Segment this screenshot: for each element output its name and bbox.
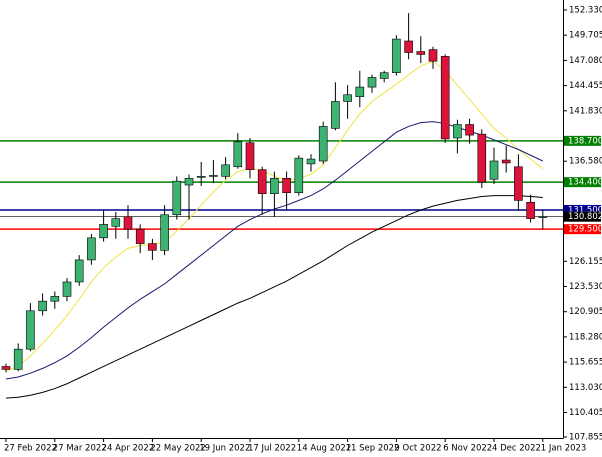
candle-body — [257, 169, 267, 194]
candle-body — [148, 243, 157, 251]
y-tick-label: 141.830 — [569, 106, 602, 116]
x-tick-label: 19 Jun 2022 — [199, 444, 250, 454]
candle-body — [87, 237, 96, 261]
y-tick-label: 120.905 — [569, 307, 602, 317]
candle-body — [270, 177, 279, 194]
candle-body — [172, 180, 182, 216]
candle-body — [526, 201, 535, 219]
candle-body — [99, 224, 108, 239]
candle-body — [123, 216, 133, 230]
x-tick-label: 6 Nov 2022 — [443, 444, 492, 454]
x-tick-label: 1 Jan 2023 — [541, 444, 587, 454]
candle-body — [538, 216, 548, 218]
candle-body — [343, 94, 352, 102]
candle-body — [501, 159, 511, 164]
candle-body — [50, 296, 60, 302]
level-label-bg — [564, 135, 601, 146]
x-tick-label: 14 Aug 2022 — [297, 444, 351, 454]
level-label: 138.700 — [568, 136, 602, 146]
candle-body — [453, 124, 462, 139]
candle-body — [294, 157, 304, 193]
level-label-bg — [564, 224, 601, 235]
candle-body — [184, 177, 194, 186]
x-tick-label: 27 Feb 2022 — [4, 444, 57, 454]
candle-body — [404, 40, 413, 53]
candle-body — [416, 51, 426, 55]
candle-body — [233, 141, 243, 168]
x-tick-label: 24 Apr 2022 — [102, 444, 155, 454]
candle-body — [318, 126, 328, 162]
candle-body — [355, 86, 365, 97]
x-tick-label: 22 May 2022 — [150, 444, 205, 454]
ma-line — [5, 121, 544, 380]
y-tick-label: 152.330 — [569, 5, 602, 15]
level-label-bg — [564, 204, 601, 215]
y-tick-label: 107.855 — [569, 432, 602, 442]
y-tick-label: 126.155 — [569, 257, 602, 267]
y-tick-label: 144.455 — [569, 81, 602, 91]
level-label-bg — [564, 177, 601, 188]
candle-body — [367, 77, 377, 88]
y-tick-label: 115.655 — [569, 358, 602, 368]
y-tick-label: 118.280 — [569, 332, 602, 342]
candle-body — [440, 56, 450, 140]
candle-body — [282, 177, 291, 193]
candle-body — [160, 214, 169, 251]
candle-body — [209, 175, 218, 177]
y-tick-label: 136.580 — [569, 157, 602, 167]
candle-body — [514, 166, 523, 201]
x-tick-label: 4 Dec 2022 — [492, 444, 541, 454]
y-tick-label: 123.530 — [569, 282, 602, 292]
x-tick-label: 9 Oct 2022 — [394, 444, 441, 454]
candle-body — [38, 300, 47, 312]
x-tick-label: 27 Mar 2022 — [53, 444, 107, 454]
candle-body — [245, 142, 255, 170]
x-tick-label: 11 Sep 2022 — [346, 444, 400, 454]
candle-body — [306, 158, 316, 165]
candle-body — [465, 124, 474, 136]
ma-line — [5, 195, 543, 399]
y-tick-label: 110.405 — [569, 408, 602, 418]
candle-body — [196, 176, 206, 178]
x-tick-label: 17 Jul 2022 — [248, 444, 296, 454]
candle-body — [379, 72, 389, 79]
candle-body — [135, 228, 145, 244]
candle-body — [331, 101, 340, 129]
candle-body — [13, 348, 23, 370]
level-label: 130.802 — [568, 212, 602, 222]
candle-body — [62, 281, 72, 297]
candle-body — [428, 49, 438, 62]
y-tick-label: 113.030 — [569, 383, 602, 393]
candle-body — [26, 310, 35, 350]
level-label: 129.500 — [568, 225, 602, 235]
candle-body — [221, 164, 230, 177]
candle-body — [489, 160, 499, 180]
level-label-bg — [564, 211, 601, 222]
candle-body — [477, 133, 487, 183]
level-label: 134.400 — [568, 178, 602, 188]
candle-body — [392, 38, 401, 73]
y-tick-label: 147.080 — [569, 56, 602, 66]
candle-body — [74, 259, 84, 283]
candle-body — [1, 366, 11, 370]
candle-body — [111, 218, 121, 227]
level-label: 131.500 — [568, 205, 602, 215]
y-tick-label: 149.705 — [569, 31, 602, 41]
